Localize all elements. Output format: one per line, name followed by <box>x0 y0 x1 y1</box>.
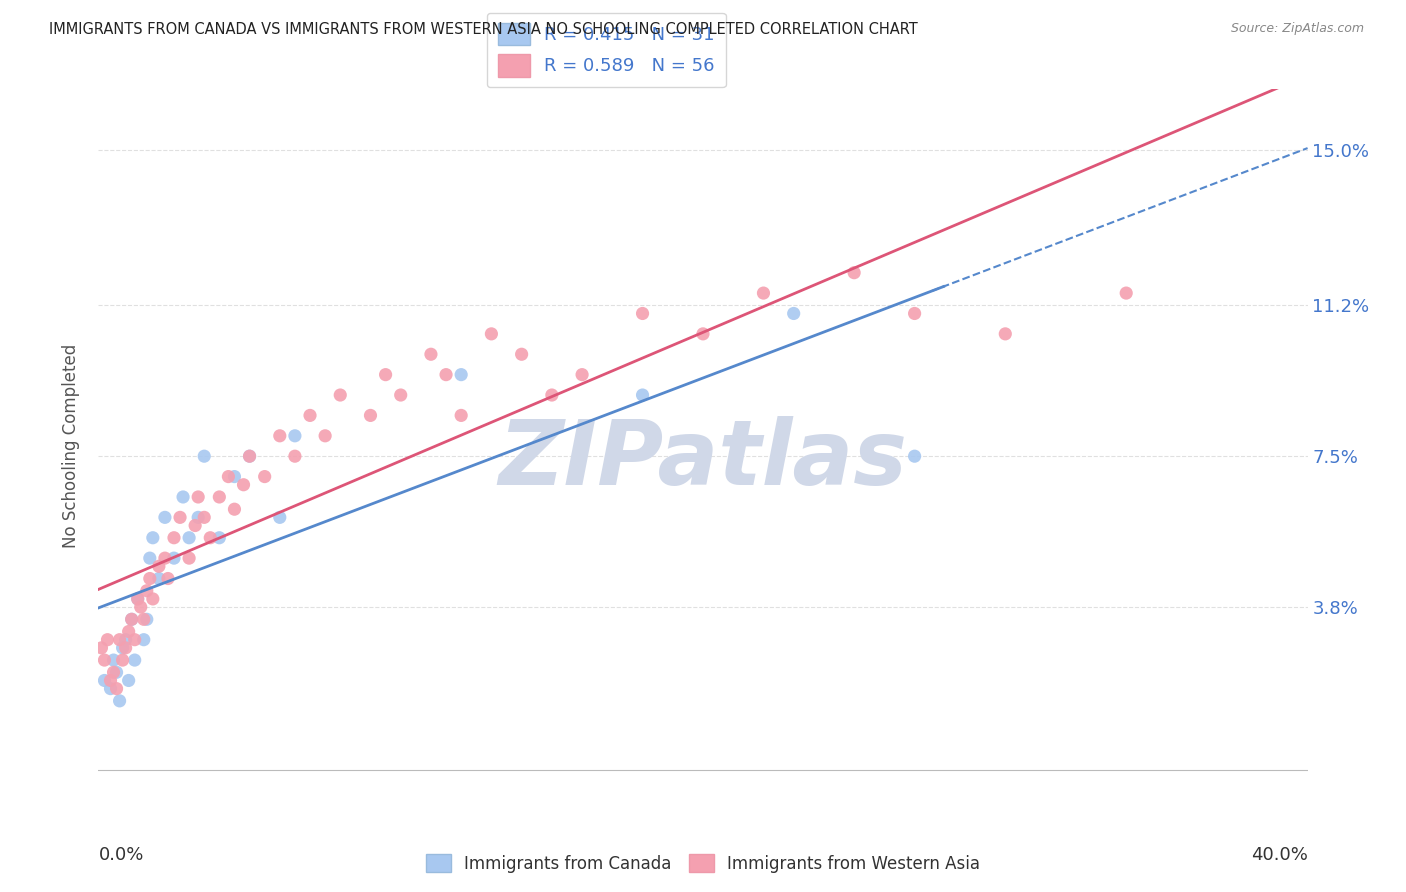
Point <box>129 600 152 615</box>
Point <box>103 653 125 667</box>
Point <box>100 673 122 688</box>
Point <box>631 306 654 320</box>
Point <box>124 632 146 647</box>
Point <box>153 551 176 566</box>
Point <box>139 572 162 586</box>
Point <box>121 612 143 626</box>
Point <box>179 551 201 566</box>
Point <box>631 388 654 402</box>
Point <box>224 502 246 516</box>
Point <box>108 694 131 708</box>
Point <box>314 429 336 443</box>
Point <box>124 653 146 667</box>
Point <box>193 510 215 524</box>
Point <box>187 490 209 504</box>
Point <box>253 469 276 483</box>
Point <box>90 640 112 655</box>
Point <box>111 653 134 667</box>
Point <box>239 449 262 463</box>
Point <box>93 673 115 688</box>
Point <box>139 551 162 566</box>
Point <box>450 409 472 423</box>
Point <box>1115 286 1137 301</box>
Point <box>329 388 352 402</box>
Point <box>111 640 134 655</box>
Point <box>135 583 157 598</box>
Point <box>208 531 231 545</box>
Point <box>127 591 149 606</box>
Point <box>232 477 254 491</box>
Text: 40.0%: 40.0% <box>1251 846 1308 863</box>
Point <box>172 490 194 504</box>
Point <box>783 306 806 320</box>
Point <box>269 429 291 443</box>
Point <box>153 510 176 524</box>
Point <box>692 326 714 341</box>
Point <box>135 612 157 626</box>
Point <box>481 326 503 341</box>
Text: 0.0%: 0.0% <box>98 846 143 863</box>
Point <box>374 368 396 382</box>
Point <box>510 347 533 361</box>
Point <box>540 388 562 402</box>
Point <box>108 632 131 647</box>
Point <box>389 388 412 402</box>
Point <box>132 632 155 647</box>
Point <box>752 286 775 301</box>
Point <box>163 551 186 566</box>
Point <box>284 429 307 443</box>
Point <box>193 449 215 463</box>
Point <box>127 591 149 606</box>
Point <box>148 572 170 586</box>
Point <box>224 469 246 483</box>
Point <box>93 653 115 667</box>
Point <box>187 510 209 524</box>
Point <box>200 531 222 545</box>
Point <box>360 409 382 423</box>
Point <box>103 665 125 680</box>
Point <box>994 326 1017 341</box>
Text: ZIPatlas: ZIPatlas <box>499 417 907 504</box>
Point <box>179 531 201 545</box>
Point <box>142 591 165 606</box>
Point <box>132 612 155 626</box>
Point <box>118 624 141 639</box>
Point <box>100 681 122 696</box>
Point <box>208 490 231 504</box>
Point <box>571 368 593 382</box>
Legend: Immigrants from Canada, Immigrants from Western Asia: Immigrants from Canada, Immigrants from … <box>419 847 987 880</box>
Point <box>217 469 239 483</box>
Point <box>284 449 307 463</box>
Point <box>299 409 322 423</box>
Point <box>105 681 128 696</box>
Point <box>114 632 136 647</box>
Point <box>148 559 170 574</box>
Point <box>184 518 207 533</box>
Point <box>163 531 186 545</box>
Point <box>844 266 866 280</box>
Point <box>420 347 443 361</box>
Point <box>904 306 927 320</box>
Point <box>114 640 136 655</box>
Point <box>105 665 128 680</box>
Point <box>156 572 179 586</box>
Point <box>118 673 141 688</box>
Point <box>239 449 262 463</box>
Text: Source: ZipAtlas.com: Source: ZipAtlas.com <box>1230 22 1364 36</box>
Point <box>121 612 143 626</box>
Y-axis label: No Schooling Completed: No Schooling Completed <box>62 344 80 548</box>
Point <box>450 368 472 382</box>
Point <box>169 510 191 524</box>
Legend: R = 0.415   N = 31, R = 0.589   N = 56: R = 0.415 N = 31, R = 0.589 N = 56 <box>486 12 725 87</box>
Point <box>904 449 927 463</box>
Point <box>434 368 457 382</box>
Text: IMMIGRANTS FROM CANADA VS IMMIGRANTS FROM WESTERN ASIA NO SCHOOLING COMPLETED CO: IMMIGRANTS FROM CANADA VS IMMIGRANTS FRO… <box>49 22 918 37</box>
Point <box>269 510 291 524</box>
Point <box>142 531 165 545</box>
Point <box>96 632 118 647</box>
